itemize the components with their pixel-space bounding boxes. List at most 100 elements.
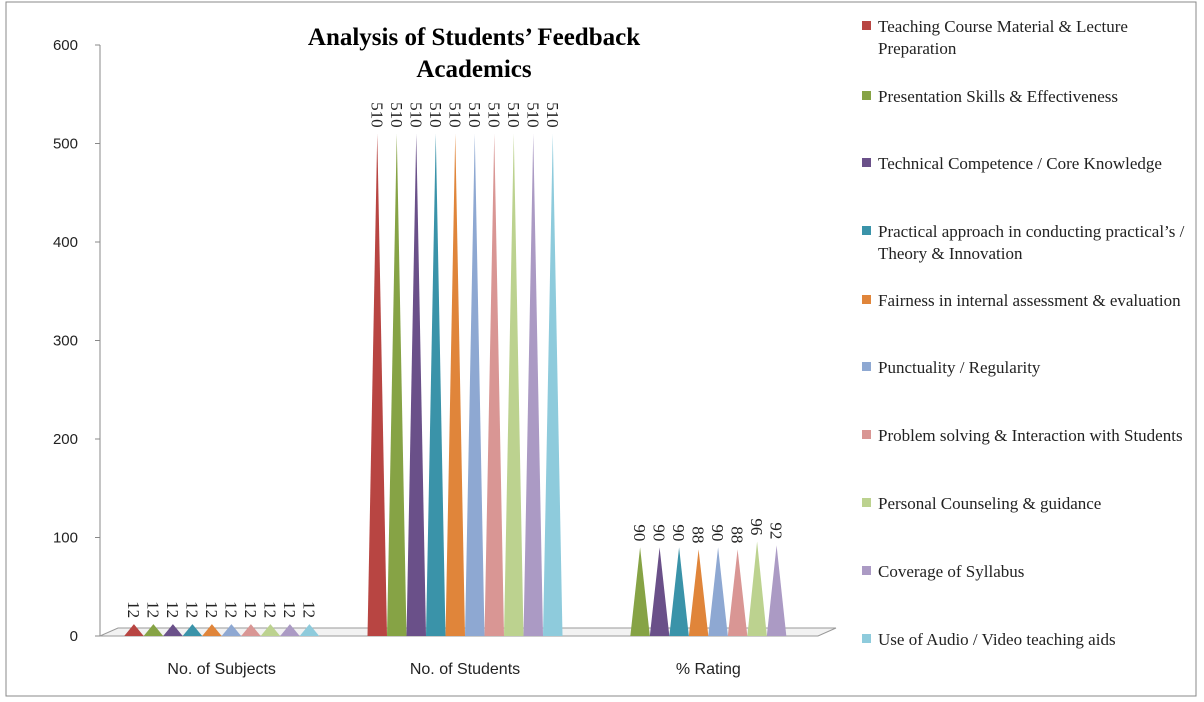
data-label: 88 — [728, 526, 747, 543]
cone — [465, 133, 485, 636]
legend-label: Practical approach in conducting practic… — [878, 222, 1185, 263]
x-tick-label: No. of Subjects — [167, 661, 276, 678]
y-tick-label: 500 — [53, 136, 78, 153]
cone — [445, 133, 465, 636]
legend-swatch — [862, 91, 871, 100]
data-label: 12 — [182, 601, 201, 618]
data-label: 12 — [221, 601, 240, 618]
legend-swatch — [862, 498, 871, 507]
legend-item: Teaching Course Material & Lecture Prepa… — [862, 16, 1202, 60]
x-tick-label: No. of Students — [410, 661, 520, 678]
y-tick-label: 200 — [53, 431, 78, 448]
data-label: 510 — [445, 102, 464, 128]
data-label: 12 — [143, 601, 162, 618]
cone — [766, 545, 787, 636]
cone — [241, 624, 261, 636]
cone — [182, 624, 203, 636]
data-label: 90 — [669, 524, 688, 541]
chart-title: Analysis of Students’ Feedback — [308, 24, 640, 51]
legend-item: Use of Audio / Video teaching aids — [862, 629, 1202, 651]
cone — [124, 624, 144, 636]
cone — [669, 547, 689, 636]
legend-label: Use of Audio / Video teaching aids — [878, 630, 1116, 649]
legend-item: Personal Counseling & guidance — [862, 493, 1202, 515]
data-label: 510 — [367, 102, 386, 128]
chart-border — [5, 1, 1197, 697]
legend-item: Technical Competence / Core Knowledge — [862, 153, 1202, 175]
cone — [649, 547, 670, 636]
data-label: 90 — [630, 524, 649, 541]
legend-swatch — [862, 566, 871, 575]
cone — [202, 624, 222, 636]
legend-label: Teaching Course Material & Lecture Prepa… — [878, 17, 1128, 58]
data-label: 510 — [543, 102, 562, 128]
y-tick-label: 100 — [53, 530, 78, 547]
y-tick-label: 600 — [53, 37, 78, 54]
data-label: 510 — [484, 102, 503, 128]
cone — [708, 547, 728, 636]
cone — [484, 133, 504, 636]
data-label: 510 — [465, 102, 484, 128]
cone — [260, 624, 281, 636]
cone — [143, 624, 164, 636]
legend-label: Personal Counseling & guidance — [878, 494, 1102, 513]
cone — [426, 133, 446, 636]
data-label: 12 — [124, 601, 143, 618]
cone — [504, 133, 524, 636]
cone — [523, 133, 543, 636]
data-label: 92 — [767, 522, 786, 539]
legend-swatch — [862, 295, 871, 304]
legend-label: Presentation Skills & Effectiveness — [878, 87, 1119, 106]
data-label: 510 — [504, 102, 523, 128]
cone — [630, 547, 650, 636]
data-label: 88 — [689, 526, 708, 543]
legend-item: Problem solving & Interaction with Stude… — [862, 425, 1202, 447]
cone — [747, 541, 767, 636]
legend-label: Coverage of Syllabus — [878, 562, 1025, 581]
legend-item: Fairness in internal assessment & evalua… — [862, 290, 1202, 312]
legend-label: Technical Competence / Core Knowledge — [878, 154, 1162, 173]
data-label: 96 — [747, 518, 766, 535]
legend-item: Practical approach in conducting practic… — [862, 221, 1202, 265]
cone — [688, 549, 709, 636]
data-label: 510 — [387, 102, 406, 128]
chart-subtitle: Academics — [416, 56, 532, 83]
legend-item: Coverage of Syllabus — [862, 561, 1202, 583]
legend-label: Punctuality / Regularity — [878, 358, 1041, 377]
data-label: 510 — [523, 102, 542, 128]
data-label: 12 — [260, 601, 279, 618]
y-tick-label: 300 — [53, 333, 78, 350]
legend-swatch — [862, 430, 871, 439]
data-label: 510 — [426, 102, 445, 128]
legend-swatch — [862, 158, 871, 167]
cone — [221, 624, 242, 636]
legend-label: Fairness in internal assessment & evalua… — [878, 291, 1181, 310]
y-tick-label: 400 — [53, 234, 78, 251]
data-label: 510 — [406, 102, 425, 128]
cone — [387, 133, 407, 636]
x-tick-label: % Rating — [676, 661, 741, 678]
legend-swatch — [862, 634, 871, 643]
data-label: 12 — [280, 601, 299, 618]
y-tick-label: 0 — [70, 628, 78, 645]
legend-label: Problem solving & Interaction with Stude… — [878, 426, 1183, 445]
cone — [367, 133, 387, 636]
cone — [727, 549, 748, 636]
data-label: 12 — [299, 601, 318, 618]
cone — [280, 624, 300, 636]
data-label: 90 — [708, 524, 727, 541]
legend-swatch — [862, 362, 871, 371]
data-label: 12 — [241, 601, 260, 618]
cone — [406, 133, 426, 636]
data-label: 12 — [202, 601, 221, 618]
legend-swatch — [862, 21, 871, 30]
legend-swatch — [862, 226, 871, 235]
cone — [543, 133, 563, 636]
data-label: 12 — [163, 601, 182, 618]
legend-item: Presentation Skills & Effectiveness — [862, 86, 1202, 108]
data-label: 90 — [650, 524, 669, 541]
legend-item: Punctuality / Regularity — [862, 357, 1202, 379]
cone — [163, 624, 183, 636]
